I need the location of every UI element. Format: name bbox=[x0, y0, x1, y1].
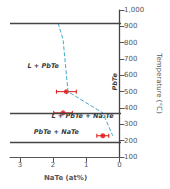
svg-text:Temperature (°C): Temperature (°C) bbox=[155, 52, 163, 114]
svg-text:PbTe + NaTe: PbTe + NaTe bbox=[34, 128, 80, 136]
svg-text:1: 1 bbox=[84, 161, 88, 169]
svg-text:0: 0 bbox=[117, 161, 121, 169]
svg-text:2: 2 bbox=[51, 161, 55, 169]
svg-text:300: 300 bbox=[124, 120, 137, 128]
svg-text:L + PbTe + Na₂Te: L + PbTe + Na₂Te bbox=[51, 112, 114, 121]
svg-text:200: 200 bbox=[124, 137, 137, 145]
svg-text:NaTe (at%): NaTe (at%) bbox=[44, 174, 87, 182]
svg-text:1,000: 1,000 bbox=[124, 6, 144, 14]
svg-text:PbTe: PbTe bbox=[111, 73, 119, 91]
svg-text:L + PbTe: L + PbTe bbox=[27, 62, 59, 70]
svg-text:3: 3 bbox=[18, 161, 22, 169]
svg-text:700: 700 bbox=[124, 55, 137, 63]
svg-text:600: 600 bbox=[124, 71, 137, 79]
svg-text:900: 900 bbox=[124, 22, 137, 30]
svg-text:800: 800 bbox=[124, 39, 137, 47]
svg-text:500: 500 bbox=[124, 88, 137, 96]
svg-text:100: 100 bbox=[124, 153, 137, 161]
svg-text:400: 400 bbox=[124, 104, 137, 112]
